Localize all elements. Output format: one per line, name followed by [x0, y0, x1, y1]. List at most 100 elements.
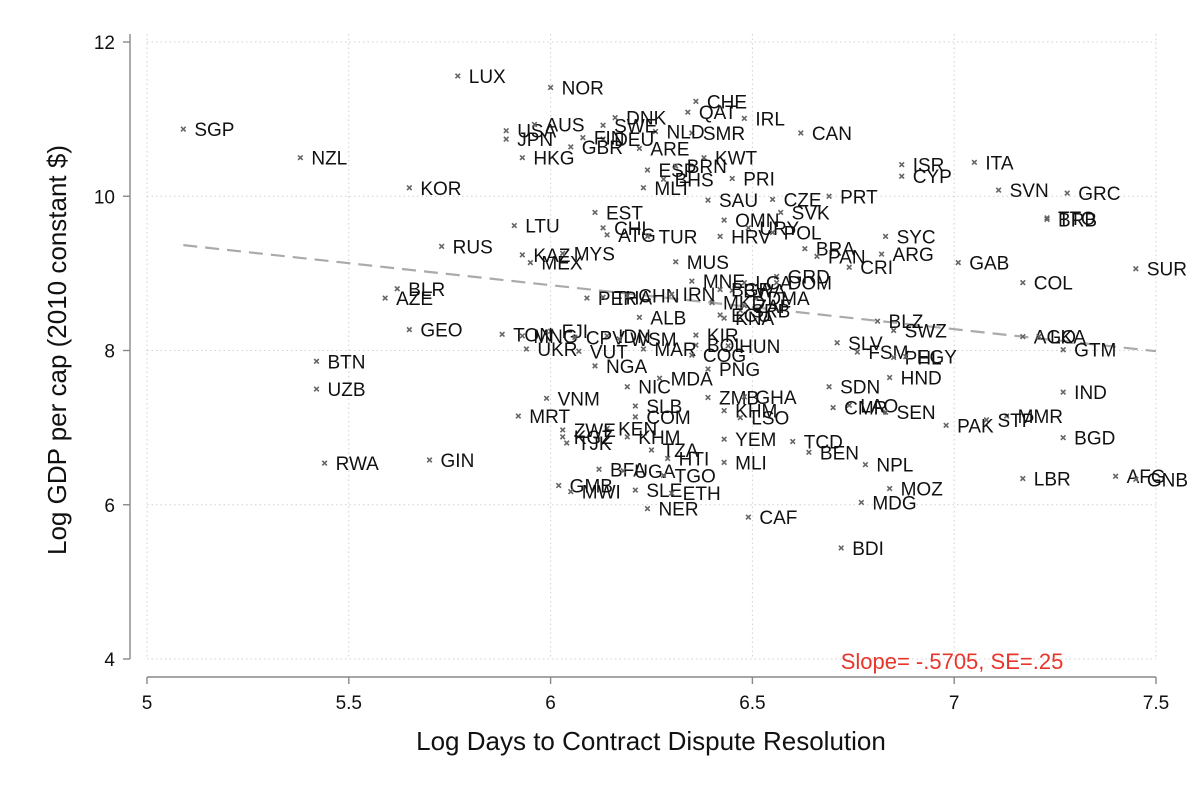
- x-tick-label: 7: [949, 693, 960, 714]
- point-label: TZA: [663, 441, 699, 462]
- point-label: ZMB: [719, 389, 759, 410]
- point-label: BRA: [816, 240, 855, 261]
- data-point-ita: ITA: [971, 153, 1014, 174]
- data-point-dma: DMA: [753, 289, 810, 310]
- data-point-chl: CHL: [600, 219, 652, 240]
- data-point-kna: KNA: [721, 309, 775, 330]
- data-point-are: ARE: [636, 139, 689, 160]
- data-point-slb: SLB: [632, 397, 682, 418]
- data-point-irl: IRL: [741, 109, 785, 130]
- point-label: GEO: [420, 321, 462, 342]
- point-marker: [1019, 475, 1026, 482]
- data-point-kor: KOR: [406, 179, 462, 200]
- point-label: SYC: [897, 227, 936, 248]
- point-marker: [600, 294, 606, 301]
- point-label: SVN: [1010, 181, 1049, 202]
- point-marker: [660, 472, 667, 479]
- data-point-bol: BOL: [693, 336, 745, 357]
- data-point-egy: EGY: [902, 348, 957, 369]
- point-marker: [543, 395, 550, 402]
- data-point-pan: PAN: [814, 247, 866, 268]
- point-marker: [575, 348, 582, 355]
- gridlines: [146, 34, 1157, 660]
- data-point-vut: VUT: [575, 342, 628, 363]
- point-label: ESP: [658, 161, 696, 182]
- data-point-sle: SLE: [632, 481, 682, 502]
- data-point-mus: MUS: [672, 253, 729, 274]
- data-point-nor: NOR: [547, 79, 604, 100]
- point-label: IDN: [618, 327, 651, 348]
- data-point-chn: CHN: [624, 287, 679, 308]
- point-label: ITA: [985, 153, 1013, 174]
- data-point-kwt: KWT: [701, 149, 758, 170]
- data-point-idn: IDN: [604, 327, 651, 348]
- data-point-mda: MDA: [656, 369, 713, 390]
- data-point-tgo: TGO: [660, 466, 716, 487]
- point-marker: [648, 447, 655, 453]
- point-marker: [838, 545, 845, 551]
- point-marker: [854, 349, 861, 355]
- point-label: COM: [646, 408, 690, 429]
- point-marker: [971, 159, 978, 166]
- point-marker: [640, 346, 647, 352]
- point-marker: [826, 193, 832, 200]
- data-point-phl: PHL: [890, 348, 942, 369]
- data-point-bgd: BGD: [1060, 429, 1115, 450]
- data-point-nic: NIC: [624, 378, 671, 399]
- data-point-nld: NLD: [652, 122, 705, 143]
- point-marker: [688, 278, 695, 284]
- point-label: ATG: [618, 226, 656, 247]
- data-point-bgr: BGR: [717, 281, 772, 302]
- point-label: GTM: [1074, 341, 1116, 362]
- fit-line-group: [183, 244, 1157, 353]
- data-point-jpn: JPN: [503, 130, 553, 151]
- point-label: IND: [1074, 383, 1107, 404]
- point-label: PER: [598, 289, 637, 310]
- data-point-qat: QAT: [684, 103, 737, 124]
- point-marker: [672, 258, 679, 265]
- point-label: BHS: [675, 170, 714, 191]
- data-point-ton: TON: [499, 325, 553, 346]
- point-label: KHM: [735, 402, 777, 423]
- data-point-ltu: LTU: [511, 217, 560, 238]
- point-label: MLI: [735, 453, 767, 474]
- data-point-tto: TTO: [1044, 209, 1096, 230]
- data-point-mng: MNG: [519, 327, 578, 348]
- data-point-sur: SUR: [1132, 260, 1187, 281]
- point-label: DNK: [626, 109, 666, 130]
- point-label: UGA: [634, 462, 676, 483]
- point-marker: [612, 114, 619, 121]
- data-point-fin: FIN: [580, 129, 624, 150]
- data-point-mex: MEX: [527, 254, 583, 275]
- data-point-hrv: HRV: [717, 227, 771, 248]
- data-point-sdn: SDN: [826, 378, 880, 399]
- x-tick-label: 7.5: [1143, 693, 1169, 714]
- y-tick-label: 4: [104, 650, 115, 671]
- point-label: USA: [517, 122, 556, 143]
- point-label: BLR: [408, 280, 445, 301]
- point-marker: [394, 285, 401, 292]
- point-label: IRL: [755, 109, 785, 130]
- point-marker: [729, 175, 736, 182]
- point-marker: [741, 279, 748, 286]
- point-marker: [717, 233, 723, 240]
- point-label: QAT: [699, 103, 737, 124]
- point-marker: [503, 127, 510, 134]
- data-point-mmr: MMR: [1003, 407, 1063, 428]
- point-label: HKG: [533, 149, 574, 170]
- point-label: KHM: [638, 428, 680, 449]
- point-label: PNG: [719, 360, 760, 381]
- point-label: WSM: [630, 330, 676, 351]
- point-label: DEU: [614, 130, 654, 151]
- data-point-hun: HUN: [725, 337, 780, 358]
- point-label: RWA: [336, 454, 380, 475]
- slope-annotation: Slope= -.5705, SE=.25: [841, 649, 1064, 674]
- point-label: SEN: [897, 403, 936, 424]
- point-marker: [559, 427, 566, 433]
- data-point-lux: LUX: [454, 67, 506, 88]
- data-point-sau: SAU: [705, 191, 758, 212]
- data-point-brn: BRN: [672, 157, 727, 178]
- data-point-arg: ARG: [878, 245, 934, 266]
- point-label: LCA: [755, 274, 792, 295]
- point-label: LUX: [469, 67, 506, 88]
